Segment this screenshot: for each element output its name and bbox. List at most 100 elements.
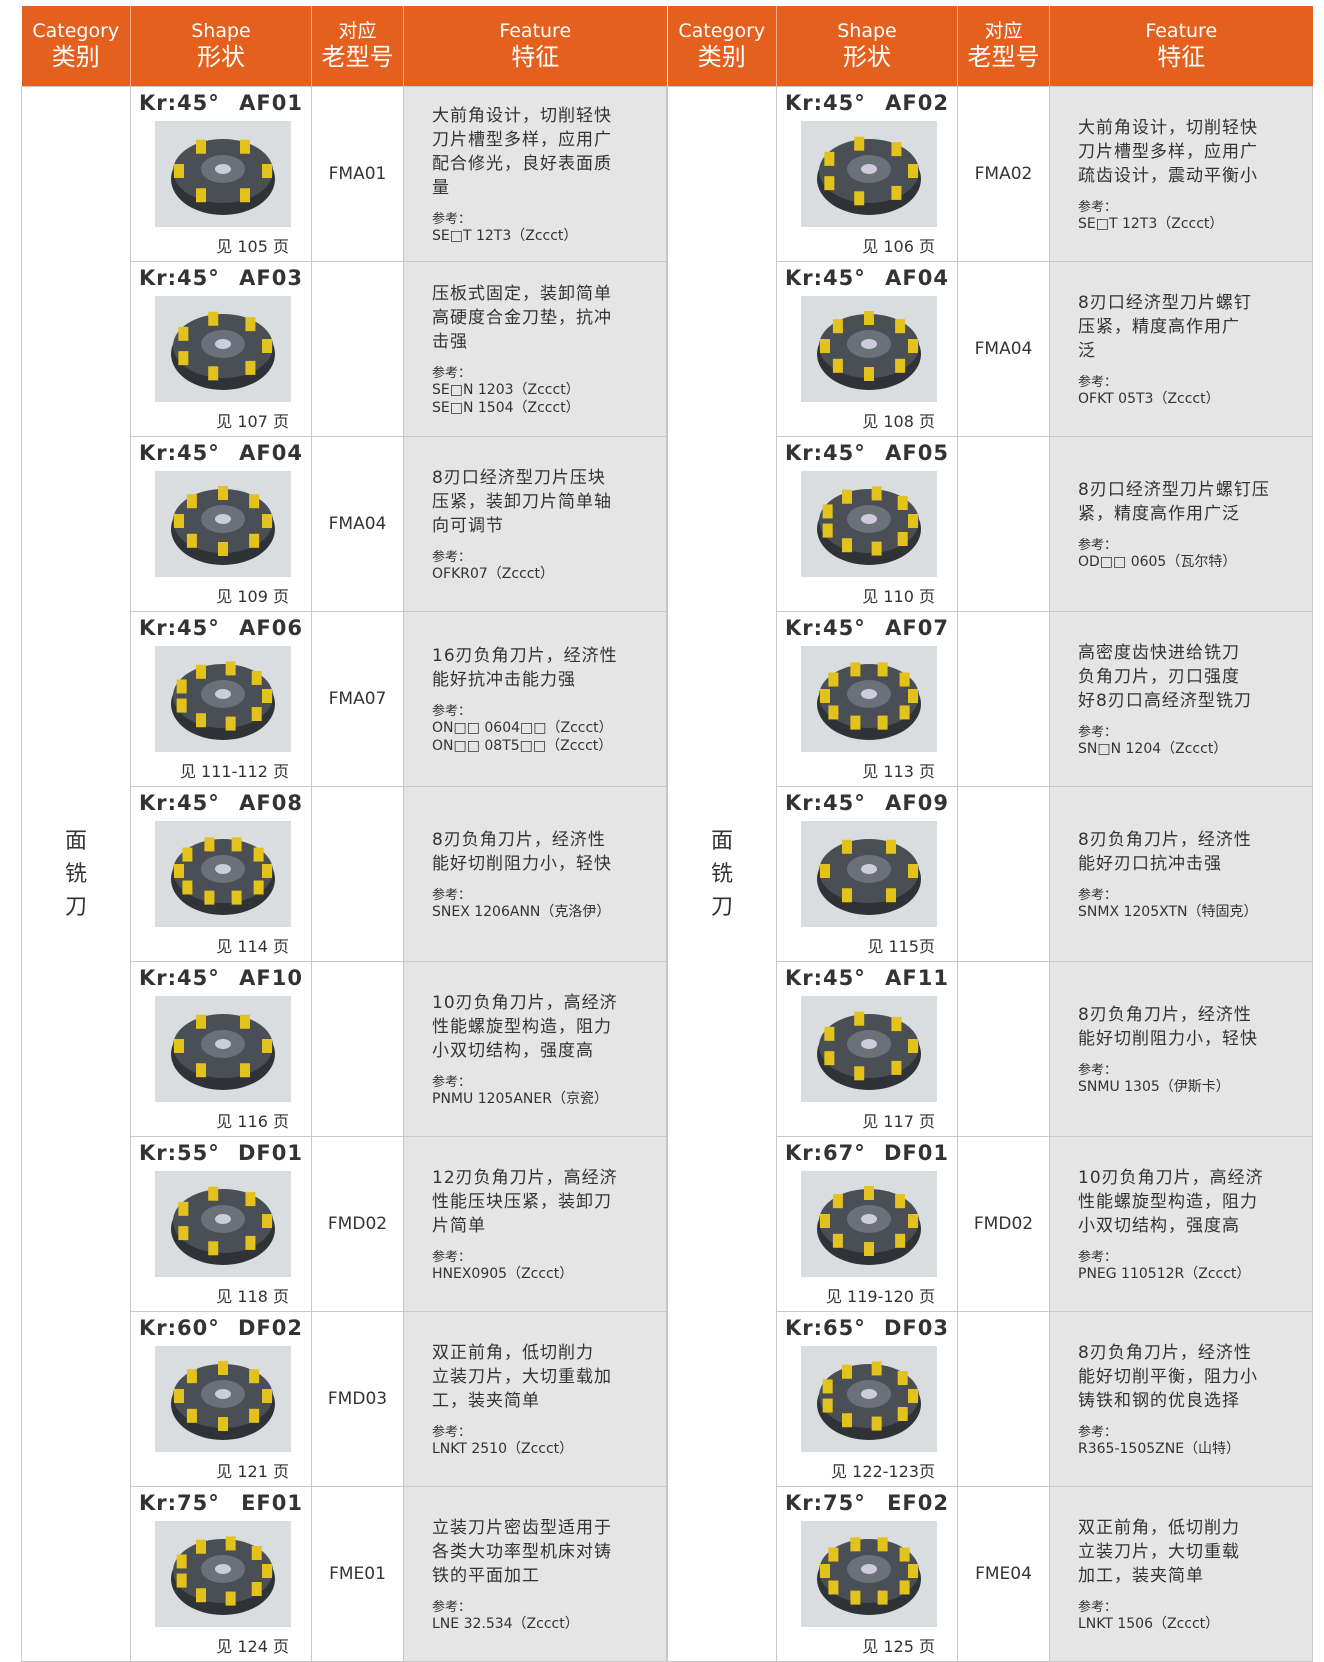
tool-code: AF10 [239,966,303,990]
page-ref: 见 110 页 [862,587,935,606]
feature-line: 10刃负角刀片，高经济 [1078,1167,1264,1188]
feature-cell: 大前角设计，切削轻快 刀片槽型多样，应用广 疏齿设计，震动平衡小 参考： SE□T 12… [1049,86,1313,262]
header-cell: Category 类别 [21,6,131,87]
header-en: 对应 [984,20,1023,43]
ref-item: PNMU 1205ANER（京瓷） [432,1090,608,1107]
page-ref: 见 114 页 [216,937,289,956]
feature-line: 小双切结构，强度高 [432,1040,594,1061]
model-cell: FMA04 [311,436,404,612]
header-zh: 形状 [197,43,245,71]
shape-cell: Kr:45° AF05 见 110 页 [776,436,958,612]
ref-item: OFKT 05T3（Zccct） [1078,390,1220,407]
feature-line: 能好切削平衡，阻力小 [1078,1366,1258,1387]
ref-item: SE□N 1504（Zccct） [432,399,580,416]
tool-code: AF02 [885,91,949,115]
old-model: FMA07 [328,689,387,709]
kr-angle: Kr:45° [785,91,866,115]
cutter-image [801,471,937,577]
model-cell [957,611,1050,787]
model-cell: FMA01 [311,86,404,262]
old-model: FMD02 [973,1214,1034,1234]
ref-label: 参考： [432,703,472,719]
feature-line: 8刃负角刀片，经济性 [1078,1342,1252,1363]
old-model: FMA04 [328,514,387,534]
page-ref: 见 118 页 [216,1287,289,1306]
cutter-image [801,296,937,402]
table-row: Kr:45° AF08 见 114 页 8刃负角刀片，经济性 能好切削阻力小，轻快 参考：… [22,786,667,962]
tool-code: DF01 [237,1141,303,1165]
header-cell: Category 类别 [667,6,777,87]
feature-cell: 8刃负角刀片，经济性 能好切削阻力小，轻快 参考： SNMU 1305（伊斯卡） [1049,961,1313,1137]
ref-item: OD□□ 0605（瓦尔特） [1078,553,1237,570]
kr-angle: Kr:67° [785,1141,866,1165]
feature-cell: 双正前角，低切削力 立装刀片，大切重载加 工，装夹简单 参考： LNKT 2510（Zc… [403,1311,667,1487]
feature-line: 工，装夹简单 [432,1390,540,1411]
feature-line: 能好抗冲击能力强 [432,669,576,690]
ref-item: SNEX 1206ANN（克洛伊） [432,903,611,920]
feature-line: 量 [432,177,450,198]
tool-code: AF01 [239,91,303,115]
feature-line: 8刃口经济型刀片压块 [432,467,606,488]
cutter-image [801,821,937,927]
header-en: Category [678,20,766,43]
feature-line: 高硬度合金刀垫，抗冲 [432,307,612,328]
feature-line: 加工，装夹简单 [1078,1565,1204,1586]
table-row: Kr:45° AF07 见 113 页 高密度齿快进给铣刀 负角刀片，刃口强度 好8刃口高… [668,611,1313,787]
ref-item: PNEG 110512R（Zccct） [1078,1265,1251,1282]
feature-line: 性能螺旋型构造，阻力 [432,1016,612,1037]
shape-cell: Kr:45° AF03 见 107 页 [130,261,312,437]
shape-cell: Kr:55° DF01 见 118 页 [130,1136,312,1312]
kr-angle: Kr:45° [139,441,220,465]
tool-code: AF05 [885,441,949,465]
ref-label: 参考： [432,1074,472,1090]
feature-line: 8刃口经济型刀片螺钉压 [1078,479,1270,500]
feature-line: 立装刀片密齿型适用于 [432,1517,612,1538]
old-model: FMA01 [328,164,387,184]
table-header: Category 类别 Shape 形状 对应 老型号 Feature 特征 [667,6,1313,87]
shape-cell: Kr:45° AF07 见 113 页 [776,611,958,787]
header-zh: 形状 [843,43,891,71]
feature-cell: 8刃负角刀片，经济性 能好切削阻力小，轻快 参考： SNEX 1206ANN（克洛伊） [403,786,667,962]
kr-angle: Kr:45° [139,616,220,640]
feature-line: 负角刀片，刃口强度 [1078,666,1240,687]
feature-line: 压紧，装卸刀片简单轴 [432,491,612,512]
page-ref: 见 107 页 [216,412,289,431]
model-cell: FMD03 [311,1311,404,1487]
table-row: Kr:45° AF06 见 111-112 页 FMA07 16刃负角刀片，经济性 能好抗… [22,611,667,787]
cutter-image [801,996,937,1102]
kr-angle: Kr:75° [785,1491,866,1515]
header-cell: Feature 特征 [1049,6,1313,87]
table-row: 面铣刀 Kr:45° AF02 见 106 页 FMA02 大前角设计，切削轻快 刀片槽型多… [667,86,1313,1662]
feature-line: 片简单 [432,1215,486,1236]
page-ref: 见 105 页 [216,237,289,256]
ref-label: 参考： [432,887,472,903]
ref-label: 参考： [1078,1062,1118,1078]
ref-label: 参考： [1078,199,1118,215]
ref-label: 参考： [432,365,472,381]
feature-line: 立装刀片，大切重载加 [432,1366,612,1387]
ref-label: 参考： [1078,537,1118,553]
model-cell [311,961,404,1137]
shape-cell: Kr:45° AF10 见 116 页 [130,961,312,1137]
old-model: FME01 [329,1564,386,1584]
table-row: Kr:45° AF11 见 117 页 8刃负角刀片，经济性 能好切削阻力小，轻快 参考：… [668,961,1313,1137]
shape-cell: Kr:67° DF01 见 119-120 页 [776,1136,958,1312]
page-ref: 见 111-112 页 [179,762,289,781]
table-body: 面铣刀 Kr:45° AF01 见 105 页 FMA01 大前角设计，切削轻快 刀片槽型多… [21,86,667,1662]
ref-item: SE□T 12T3（Zccct） [432,227,578,244]
header-cell: Shape 形状 [130,6,312,87]
tool-code: EF02 [887,1491,949,1515]
cutter-image [155,121,291,227]
tool-code: DF02 [237,1316,303,1340]
feature-line: 高密度齿快进给铣刀 [1078,642,1240,663]
model-cell [957,436,1050,612]
feature-line: 配合修光，良好表面质 [432,153,612,174]
feature-line: 能好切削阻力小，轻快 [432,853,612,874]
model-cell [311,786,404,962]
ref-item: LNKT 2510（Zccct） [432,1440,574,1457]
ref-label: 参考： [1078,1424,1118,1440]
header-row: Category 类别 Shape 形状 对应 老型号 Feature 特征 [667,6,1313,87]
table-row: Kr:45° AF04 见 109 页 FMA04 8刃口经济型刀片压块 压紧，装卸刀片简… [22,436,667,612]
feature-line: 能好切削阻力小，轻快 [1078,1028,1258,1049]
cutter-image [155,471,291,577]
